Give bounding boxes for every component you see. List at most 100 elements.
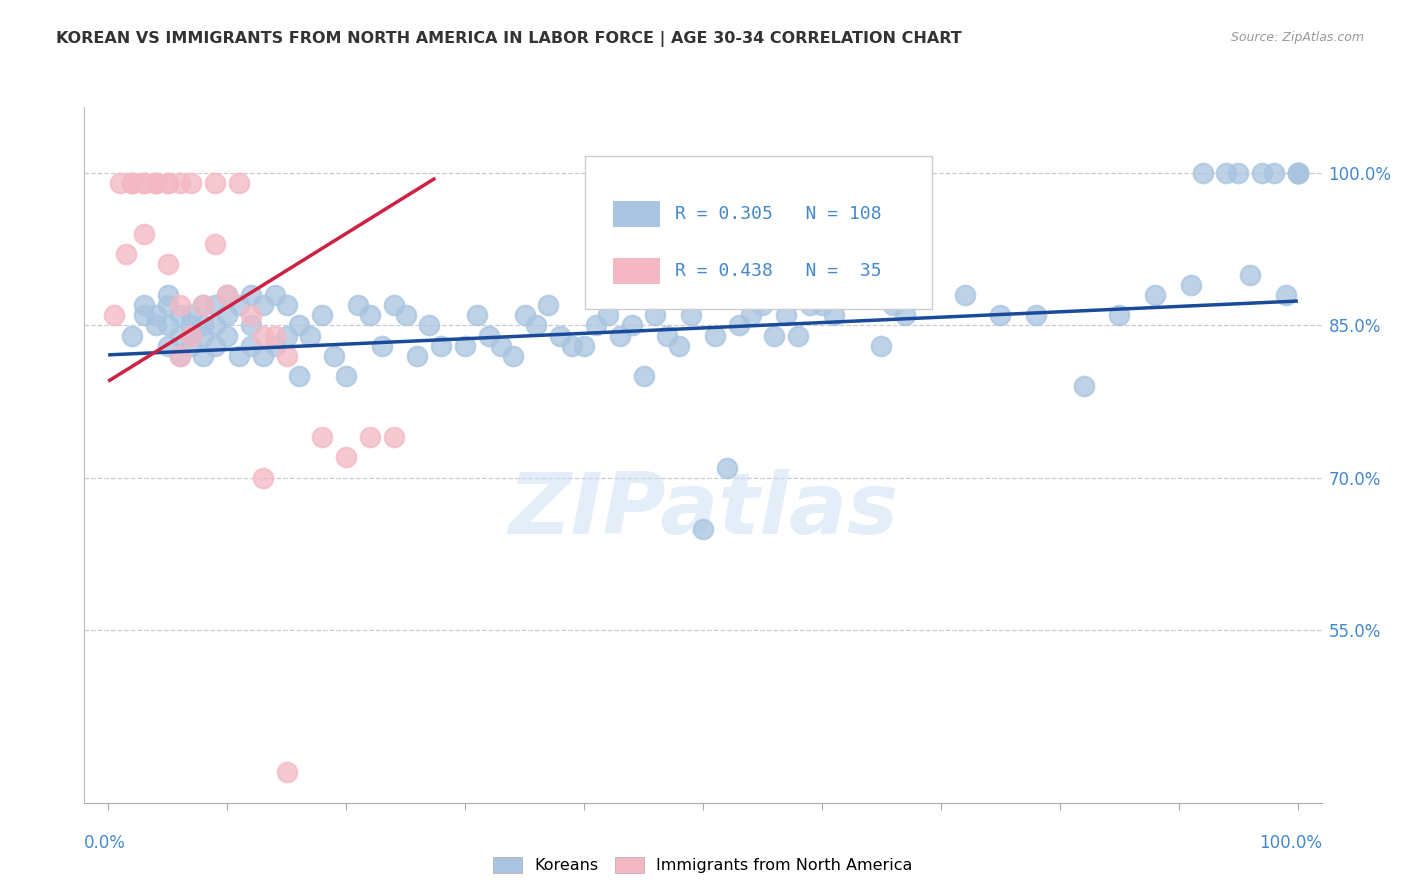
Point <box>228 176 250 190</box>
Point <box>657 328 679 343</box>
Point <box>193 298 215 312</box>
Point <box>1239 268 1261 282</box>
Point <box>835 288 858 302</box>
Point <box>775 308 797 322</box>
Point <box>811 298 834 312</box>
Point <box>193 328 215 343</box>
Point <box>371 339 394 353</box>
Point <box>311 308 333 322</box>
Point <box>644 308 666 322</box>
Point <box>115 247 138 261</box>
Point <box>132 227 155 241</box>
Point <box>121 328 143 343</box>
Point <box>121 176 143 190</box>
Point <box>335 369 357 384</box>
Point <box>252 298 274 312</box>
Point <box>204 339 226 353</box>
Point <box>1025 308 1047 322</box>
Point <box>609 328 631 343</box>
Point <box>740 308 762 322</box>
Point <box>145 176 167 190</box>
Point <box>799 298 821 312</box>
Point <box>145 308 167 322</box>
Point <box>287 369 309 384</box>
Text: 0.0%: 0.0% <box>84 834 127 852</box>
Point <box>169 298 191 312</box>
Point <box>418 318 440 333</box>
Point <box>169 176 191 190</box>
Point <box>145 176 167 190</box>
Point <box>323 349 346 363</box>
Text: 100.0%: 100.0% <box>1258 834 1322 852</box>
Text: ZIPatlas: ZIPatlas <box>508 469 898 552</box>
Y-axis label: In Labor Force | Age 30-34: In Labor Force | Age 30-34 <box>0 353 8 557</box>
Point <box>870 339 893 353</box>
Point <box>727 318 749 333</box>
Point <box>217 288 239 302</box>
Point <box>465 308 488 322</box>
Point <box>239 339 262 353</box>
Point <box>263 328 285 343</box>
Point <box>239 318 262 333</box>
Point <box>668 339 690 353</box>
Point <box>180 328 202 343</box>
Point <box>103 308 125 322</box>
FancyBboxPatch shape <box>585 156 932 309</box>
Point <box>894 308 917 322</box>
Point <box>276 298 298 312</box>
Point <box>204 176 226 190</box>
Point <box>287 318 309 333</box>
Point <box>1180 277 1202 292</box>
Point <box>145 176 167 190</box>
FancyBboxPatch shape <box>613 201 659 227</box>
Point <box>1275 288 1298 302</box>
Point <box>276 349 298 363</box>
Point <box>311 430 333 444</box>
Point <box>585 318 607 333</box>
Point <box>121 176 143 190</box>
Point <box>156 298 179 312</box>
Point <box>156 257 179 271</box>
Point <box>156 176 179 190</box>
Point <box>180 339 202 353</box>
Point <box>252 349 274 363</box>
Point <box>228 349 250 363</box>
Point <box>169 349 191 363</box>
Point <box>204 318 226 333</box>
Point <box>132 176 155 190</box>
Point <box>180 328 202 343</box>
Point <box>1073 379 1095 393</box>
Point <box>132 308 155 322</box>
Point <box>121 176 143 190</box>
Point <box>502 349 524 363</box>
Point <box>692 522 714 536</box>
Point <box>217 328 239 343</box>
Point <box>382 430 405 444</box>
Point <box>537 298 560 312</box>
Point <box>1286 166 1309 180</box>
Text: Source: ZipAtlas.com: Source: ZipAtlas.com <box>1230 31 1364 45</box>
Point <box>716 460 738 475</box>
Point <box>239 308 262 322</box>
Point <box>347 298 370 312</box>
Point <box>156 318 179 333</box>
Point <box>145 318 167 333</box>
Point <box>169 349 191 363</box>
Point <box>394 308 416 322</box>
Point <box>156 288 179 302</box>
Point <box>263 339 285 353</box>
Point <box>1215 166 1237 180</box>
Point <box>217 308 239 322</box>
Point <box>193 349 215 363</box>
Point <box>1227 166 1250 180</box>
Point <box>276 328 298 343</box>
Point <box>513 308 536 322</box>
Point <box>1251 166 1274 180</box>
FancyBboxPatch shape <box>613 258 659 285</box>
Point <box>681 308 703 322</box>
Point <box>454 339 477 353</box>
Point <box>359 430 381 444</box>
Point <box>596 308 619 322</box>
Point <box>156 339 179 353</box>
Point <box>193 298 215 312</box>
